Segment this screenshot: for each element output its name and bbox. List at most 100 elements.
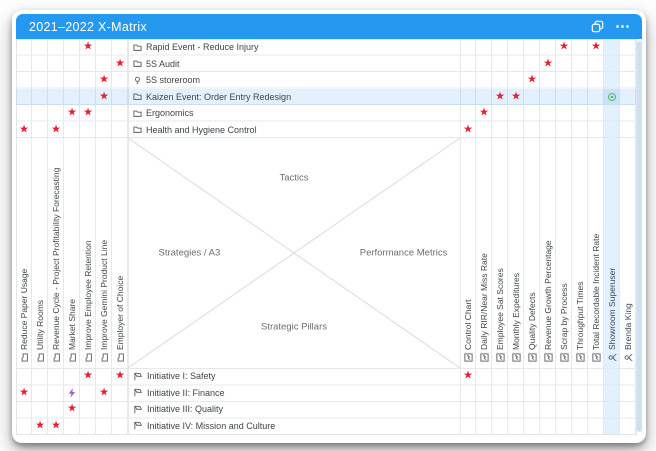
row-label-text: Initiative II: Finance bbox=[147, 387, 225, 398]
star-mark[interactable]: ★ bbox=[83, 40, 93, 53]
star-mark[interactable]: ★ bbox=[115, 369, 125, 382]
folder-icon bbox=[100, 353, 109, 362]
strategy-column-label[interactable]: Market Share bbox=[64, 141, 80, 367]
folder-icon bbox=[84, 353, 93, 362]
tactic-row[interactable]: Health and Hygiene Control bbox=[16, 122, 636, 139]
flag-icon bbox=[133, 405, 143, 414]
strategy-column-label[interactable]: Utility Rooms bbox=[32, 141, 48, 367]
star-mark[interactable]: ★ bbox=[83, 106, 93, 119]
strategy-column-label[interactable]: Employer of Choice bbox=[112, 141, 128, 367]
flag-icon bbox=[133, 388, 143, 397]
star-mark[interactable]: ★ bbox=[19, 386, 29, 399]
ring-mark[interactable] bbox=[608, 92, 616, 101]
tactic-label: Health and Hygiene Control bbox=[133, 122, 257, 139]
star-mark[interactable]: ★ bbox=[99, 386, 109, 399]
chart-icon bbox=[511, 353, 521, 362]
star-mark[interactable]: ★ bbox=[115, 57, 125, 70]
folder-icon bbox=[133, 109, 142, 118]
chart-icon bbox=[463, 353, 473, 362]
metric-column-label[interactable]: Quality Defects bbox=[524, 141, 540, 367]
star-mark[interactable]: ★ bbox=[35, 419, 45, 432]
star-mark[interactable]: ★ bbox=[511, 90, 521, 103]
pillar-row[interactable]: Initiative II: Finance bbox=[16, 385, 636, 402]
star-mark[interactable]: ★ bbox=[51, 419, 61, 432]
strategy-column-label[interactable]: Reduce Paper Usage bbox=[16, 141, 32, 367]
folder-icon bbox=[133, 125, 142, 134]
tactic-row[interactable]: 5S Audit bbox=[16, 56, 636, 73]
chart-icon bbox=[479, 353, 489, 362]
tactic-label: 5S storeroom bbox=[133, 72, 200, 89]
quadrant-label-pillars: Strategic Pillars bbox=[261, 321, 327, 333]
folder-icon bbox=[36, 353, 45, 362]
star-mark[interactable]: ★ bbox=[67, 402, 77, 415]
chart-icon bbox=[495, 353, 505, 362]
vertical-scrollbar[interactable] bbox=[637, 41, 642, 432]
tactic-label: Ergonomics bbox=[133, 105, 194, 122]
pillar-label: Initiative II: Finance bbox=[133, 385, 225, 402]
folder-icon bbox=[20, 353, 29, 362]
star-mark[interactable]: ★ bbox=[495, 90, 505, 103]
metric-column-label[interactable]: Total Recordable Incident Rate bbox=[588, 141, 604, 367]
star-mark[interactable]: ★ bbox=[51, 123, 61, 136]
metric-column-label[interactable]: Throughput Times bbox=[572, 141, 588, 367]
quadrant-label-tactics: Tactics bbox=[279, 172, 309, 184]
strategy-column-label[interactable]: Revenue Cycle - Project Profitability Fo… bbox=[48, 141, 64, 367]
pillars-rows: Initiative I: Safety Initiative II: Finan… bbox=[16, 368, 636, 434]
flag-icon bbox=[133, 372, 143, 381]
copy-icon[interactable] bbox=[591, 20, 604, 33]
x-diagonals bbox=[127, 137, 461, 369]
pillar-row[interactable]: Initiative III: Quality bbox=[16, 401, 636, 418]
star-mark[interactable]: ★ bbox=[591, 40, 601, 53]
metric-column-label[interactable]: Control Chart bbox=[460, 141, 476, 367]
star-mark[interactable]: ★ bbox=[99, 90, 109, 103]
quadrant-label-metrics: Performance Metrics bbox=[359, 247, 448, 259]
metric-column-label[interactable]: Daily RIR/Near Miss Rate bbox=[476, 141, 492, 367]
tactic-row[interactable]: 5S storeroom bbox=[16, 72, 636, 89]
row-label-text: Initiative III: Quality bbox=[147, 404, 224, 415]
pillar-row[interactable]: Initiative IV: Mission and Culture bbox=[16, 418, 636, 435]
pillar-label: Initiative I: Safety bbox=[133, 368, 216, 385]
star-mark[interactable]: ★ bbox=[19, 123, 29, 136]
metric-column-label[interactable]: Showroom Superuser bbox=[604, 141, 620, 367]
header-actions: ⋯ bbox=[591, 17, 631, 35]
metric-column-label[interactable]: Revenue Growth Percentage bbox=[540, 141, 556, 367]
tactic-row[interactable]: Kaizen Event: Order Entry Redesign bbox=[16, 88, 636, 106]
tactic-row[interactable]: Ergonomics bbox=[16, 105, 636, 122]
bolt-mark[interactable] bbox=[68, 387, 76, 398]
star-mark[interactable]: ★ bbox=[463, 369, 473, 382]
star-mark[interactable]: ★ bbox=[67, 106, 77, 119]
row-label-text: Rapid Event - Reduce Injury bbox=[146, 42, 259, 53]
star-mark[interactable]: ★ bbox=[479, 106, 489, 119]
tactic-label: 5S Audit bbox=[133, 56, 180, 73]
metric-column-label[interactable]: Employee Sat Scores bbox=[492, 141, 508, 367]
star-mark[interactable]: ★ bbox=[83, 369, 93, 382]
folder-icon bbox=[52, 353, 61, 362]
window-title: 2021–2022 X-Matrix bbox=[29, 19, 147, 34]
chart-icon bbox=[527, 353, 537, 362]
metric-column-label[interactable]: Brenda King bbox=[620, 141, 636, 367]
star-mark[interactable]: ★ bbox=[463, 123, 473, 136]
chart-icon bbox=[559, 353, 569, 362]
star-mark[interactable]: ★ bbox=[559, 40, 569, 53]
chart-icon bbox=[575, 353, 585, 362]
rotated-labels-band: Reduce Paper Usage Utility Rooms Revenue C… bbox=[16, 138, 636, 368]
metric-column-label[interactable]: Scrap by Process bbox=[556, 141, 572, 367]
flag-icon bbox=[133, 421, 143, 430]
strategy-column-label[interactable]: Improve Employee Retention bbox=[80, 141, 96, 367]
metric-column-label[interactable]: Monthly Expeditures bbox=[508, 141, 524, 367]
tactic-label: Rapid Event - Reduce Injury bbox=[133, 39, 259, 56]
more-options-icon[interactable]: ⋯ bbox=[615, 17, 631, 35]
star-mark[interactable]: ★ bbox=[527, 73, 537, 86]
row-label-text: 5S Audit bbox=[146, 58, 180, 69]
correlation-marks: ★ ★ ★ ★ ★ ★ ★ ★ ★ ★ ★ ★ ★ ★ ★ ★ ★ ★ ★ ★ ★ ★ ★ ★ bbox=[16, 39, 636, 434]
person-icon bbox=[624, 353, 633, 362]
matrix-grid: Rapid Event - Reduce Injury 5S Audit 5S st… bbox=[16, 39, 642, 439]
pillar-row[interactable]: Initiative I: Safety bbox=[16, 368, 636, 385]
star-mark[interactable]: ★ bbox=[99, 73, 109, 86]
tactic-label: Kaizen Event: Order Entry Redesign bbox=[133, 89, 291, 106]
pillar-label: Initiative IV: Mission and Culture bbox=[133, 418, 275, 435]
star-mark[interactable]: ★ bbox=[543, 57, 553, 70]
strategy-column-label[interactable]: Improve Gemini Product Line bbox=[96, 141, 112, 367]
tactic-row[interactable]: Rapid Event - Reduce Injury bbox=[16, 39, 636, 56]
window-header: 2021–2022 X-Matrix ⋯ bbox=[16, 14, 642, 39]
